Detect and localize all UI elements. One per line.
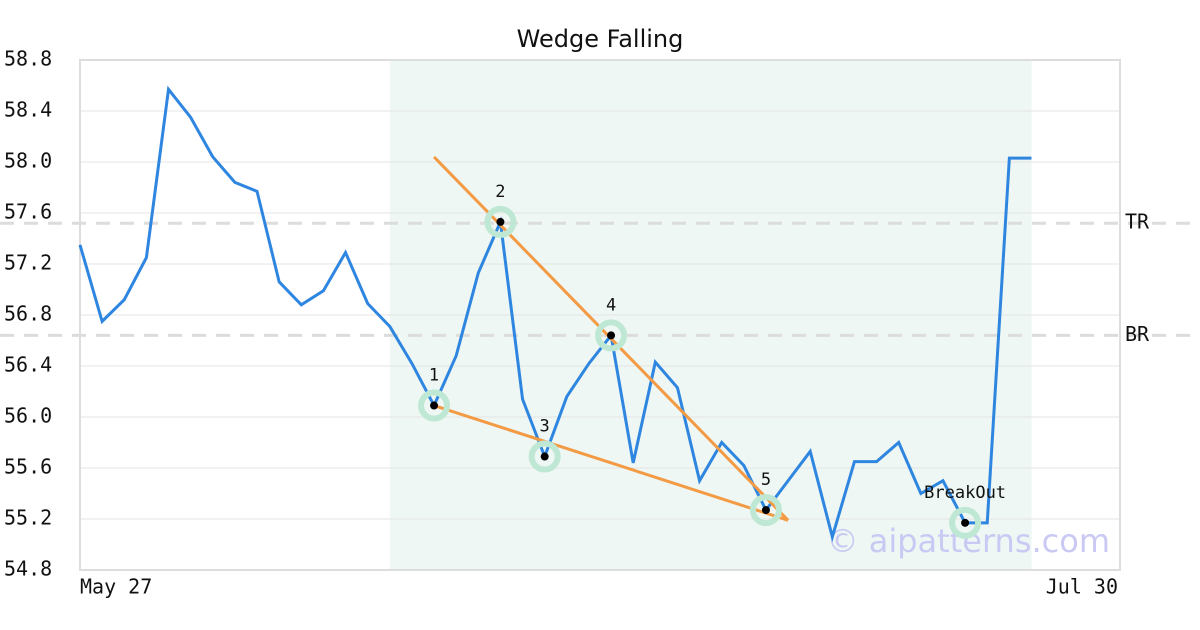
y-tick-label: 57.6 [4,200,52,224]
pattern-label: 2 [495,182,505,202]
pattern-label: 1 [429,366,439,386]
y-tick-label: 55.6 [4,455,52,479]
level-label: BR [1125,322,1150,346]
plot-frame [79,59,1121,571]
pattern-point [430,401,439,410]
pattern-halo [749,494,782,527]
watermark: © aipatterns.com [827,522,1110,560]
x-tick-label: May 27 [80,575,152,599]
pattern-halo [595,319,628,352]
y-tick-label: 56.4 [4,353,52,377]
pattern-halo [484,205,517,238]
pattern-point [761,506,770,515]
y-tick-label: 56.8 [4,302,52,326]
y-tick-label: 58.8 [4,47,52,71]
level-label: TR [1125,210,1150,234]
y-tick-label: 58.4 [4,98,52,122]
chart-title: Wedge Falling [517,25,684,53]
y-tick-label: 57.2 [4,251,52,275]
pattern-halo [949,506,982,539]
pattern-halo [418,389,451,422]
pattern-label: BreakOut [924,483,1006,503]
trendline [433,404,789,522]
pattern-halo [528,440,561,473]
pattern-label: 4 [606,295,616,315]
y-tick-label: 54.8 [4,557,52,581]
pattern-label: 5 [761,470,771,490]
x-tick-label: Jul 30 [1046,575,1118,599]
y-tick-label: 56.0 [4,404,52,428]
pattern-point [540,452,549,461]
y-tick-label: 55.2 [4,506,52,530]
pattern-point [496,217,505,226]
pattern-point [961,518,970,527]
y-tick-label: 58.0 [4,149,52,173]
pattern-point [607,331,616,340]
price-line [78,85,1032,543]
pattern-label: 3 [540,417,550,437]
